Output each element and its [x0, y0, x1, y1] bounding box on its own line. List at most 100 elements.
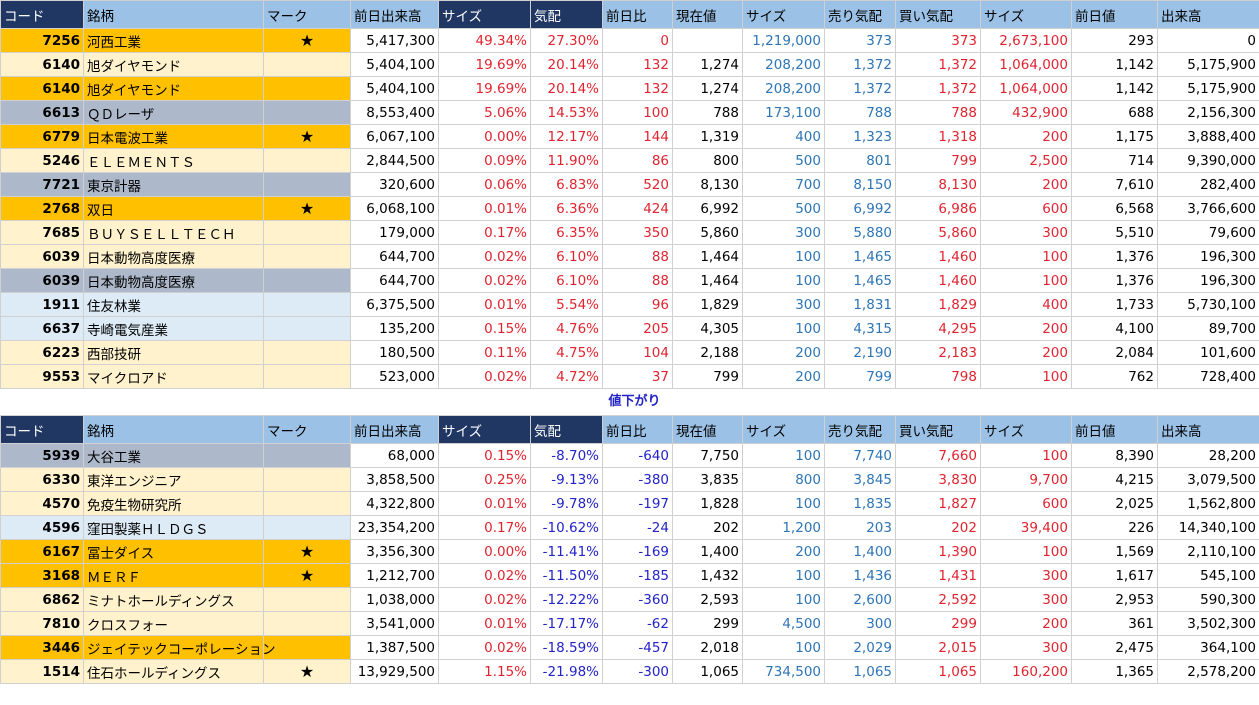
cell: 545,100: [1157, 563, 1259, 588]
cell: 12.17%: [530, 124, 603, 149]
cell: 6140: [0, 76, 84, 101]
cell: 1,436: [824, 563, 896, 588]
cell: -169: [602, 539, 673, 564]
cell: 2,025: [1071, 491, 1158, 516]
cell: 400: [980, 292, 1072, 317]
cell: 424: [602, 196, 673, 221]
cell: 101,600: [1157, 340, 1259, 365]
cell: ジェイテックコーポレーション: [83, 635, 275, 660]
cell: 河西工業: [83, 28, 264, 53]
cell: -197: [602, 491, 673, 516]
cell: 1,827: [895, 491, 981, 516]
cell: 1,323: [824, 124, 896, 149]
cell: 7,740: [824, 443, 896, 468]
column-header: 前日比: [602, 415, 673, 444]
cell: 0.00%: [438, 124, 531, 149]
cell: 6039: [0, 268, 84, 293]
stock-row: 1911 住友林業 6,375,500 0.01% 5.54% 96 1,829 300 1,8…: [0, 292, 1259, 317]
cell: -300: [602, 659, 673, 684]
cell: 4.72%: [530, 364, 603, 389]
cell: 免疫生物研究所: [83, 491, 264, 516]
cell: 1911: [0, 292, 84, 317]
cell: 700: [742, 172, 825, 197]
stock-row: 6637 寺崎電気産業 135,200 0.15% 4.76% 205 4,305 100 4,…: [0, 316, 1259, 341]
cell: 100: [742, 563, 825, 588]
cell: 5246: [0, 148, 84, 173]
cell: 2,500: [980, 148, 1072, 173]
stock-row: 6330 東洋エンジニア 3,858,500 0.25% -9.13% -380 3,835…: [0, 467, 1259, 492]
cell: 0.01%: [438, 491, 531, 516]
cell: 2,600: [824, 587, 896, 612]
cell: 100: [742, 491, 825, 516]
stock-row: 3168 ＭＥＲＦ ★ 1,212,700 0.02% -11.50% -185 1,432 1…: [0, 563, 1259, 588]
cell: 3,541,000: [350, 611, 439, 636]
cell: 788: [672, 100, 743, 125]
cell: 799: [824, 364, 896, 389]
cell: 9,390,000: [1157, 148, 1259, 173]
cell: 299: [895, 611, 981, 636]
cell: -380: [602, 467, 673, 492]
cell: 1,365: [1071, 659, 1158, 684]
cell: 788: [895, 100, 981, 125]
column-header: サイズ: [438, 0, 531, 29]
cell: 3,502,300: [1157, 611, 1259, 636]
cell: [263, 316, 351, 341]
cell: 3,835: [672, 467, 743, 492]
cell: 86: [602, 148, 673, 173]
cell: 1,318: [895, 124, 981, 149]
cell: 799: [895, 148, 981, 173]
cell: [263, 52, 351, 77]
cell: 2,953: [1071, 587, 1158, 612]
cell: 9,700: [980, 467, 1072, 492]
cell: 68,000: [350, 443, 439, 468]
cell: 6167: [0, 539, 84, 564]
stock-row: 9553 マイクロアド 523,000 0.02% 4.72% 37 799 200 799 79…: [0, 364, 1259, 389]
cell: 799: [672, 364, 743, 389]
stock-row: 5246 ＥＬＥＭＥＮＴＳ 2,844,500 0.09% 11.90% 86 800 500…: [0, 148, 1259, 173]
cell: 1,142: [1071, 52, 1158, 77]
cell: 6,375,500: [350, 292, 439, 317]
cell: 2,188: [672, 340, 743, 365]
cell: [263, 491, 351, 516]
cell: ＱＤレーザ: [83, 100, 264, 125]
cell: 0.15%: [438, 316, 531, 341]
cell: [263, 340, 351, 365]
cell: 日本動物高度医療: [83, 268, 264, 293]
column-header: コード: [0, 415, 84, 444]
cell: 1,569: [1071, 539, 1158, 564]
cell: 6,986: [895, 196, 981, 221]
cell: 8,553,400: [350, 100, 439, 125]
column-header: 気配: [530, 415, 603, 444]
cell: 5,417,300: [350, 28, 439, 53]
cell: -640: [602, 443, 673, 468]
stock-row: 6140 旭ダイヤモンド 5,404,100 19.69% 20.14% 132 1,274…: [0, 76, 1259, 101]
cell: 2,475: [1071, 635, 1158, 660]
cell: [263, 364, 351, 389]
cell: [672, 28, 743, 53]
cell: 東洋エンジニア: [83, 467, 264, 492]
cell: 432,900: [980, 100, 1072, 125]
cell: 旭ダイヤモンド: [83, 52, 264, 77]
cell: 728,400: [1157, 364, 1259, 389]
cell: 日本動物高度医療: [83, 244, 264, 269]
cell: -8.70%: [530, 443, 603, 468]
cell: ★: [263, 539, 351, 564]
cell: 0.17%: [438, 220, 531, 245]
cell: 1,465: [824, 268, 896, 293]
cell: 1,038,000: [350, 587, 439, 612]
cell: 1,465: [824, 244, 896, 269]
cell: 1.15%: [438, 659, 531, 684]
cell: 160,200: [980, 659, 1072, 684]
cell: -62: [602, 611, 673, 636]
stock-row: 3446 ジェイテックコーポレーション 1,387,500 0.02% -18.59% -…: [0, 635, 1259, 660]
stock-row: 6039 日本動物高度医療 644,700 0.02% 6.10% 88 1,464 100 1…: [0, 244, 1259, 269]
falling-table: コード 銘柄 マーク 前日出来高 サイズ 気配 前日比 現在値 サイズ 売り気配 買い気配 サイズ 前日…: [0, 415, 1259, 684]
cell: 1,219,000: [742, 28, 825, 53]
cell: 4,215: [1071, 467, 1158, 492]
cell: 600: [980, 491, 1072, 516]
cell: 4.75%: [530, 340, 603, 365]
cell: -185: [602, 563, 673, 588]
cell: 1,274: [672, 52, 743, 77]
cell: 714: [1071, 148, 1158, 173]
cell: 1,460: [895, 244, 981, 269]
